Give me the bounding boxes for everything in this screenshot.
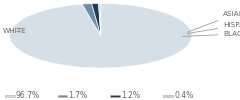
Text: BLACK: BLACK bbox=[183, 31, 240, 37]
Text: 1.2%: 1.2% bbox=[121, 90, 140, 100]
Wedge shape bbox=[10, 3, 192, 68]
Text: 96.7%: 96.7% bbox=[16, 90, 40, 100]
Wedge shape bbox=[82, 4, 101, 36]
Text: HISPANIC: HISPANIC bbox=[187, 22, 240, 34]
Text: ASIAN: ASIAN bbox=[187, 12, 240, 32]
Text: WHITE: WHITE bbox=[2, 28, 26, 34]
Text: 1.7%: 1.7% bbox=[68, 90, 88, 100]
Wedge shape bbox=[98, 3, 101, 36]
Text: 0.4%: 0.4% bbox=[174, 90, 193, 100]
Wedge shape bbox=[92, 3, 101, 36]
